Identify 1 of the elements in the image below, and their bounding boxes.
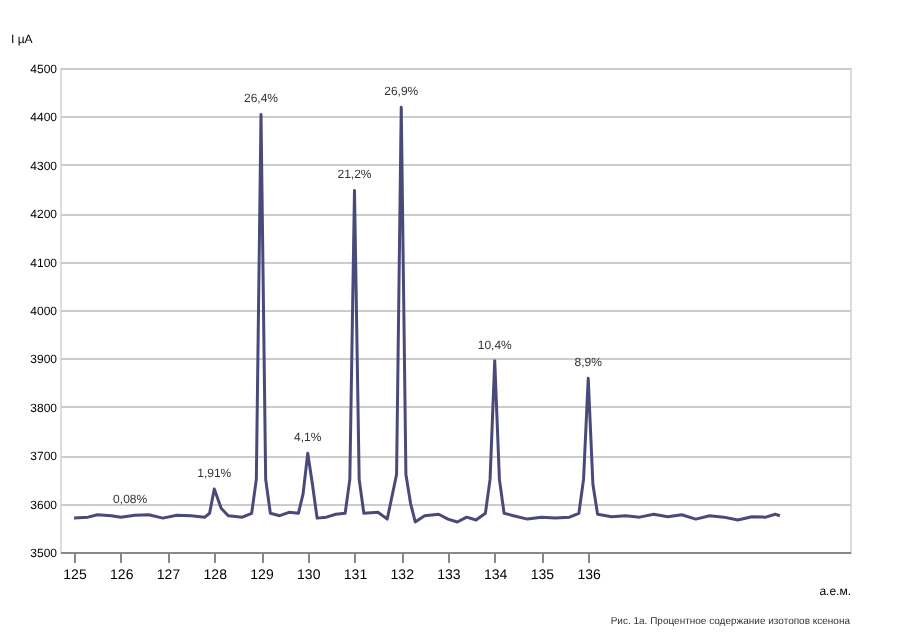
line-series xyxy=(72,105,782,524)
